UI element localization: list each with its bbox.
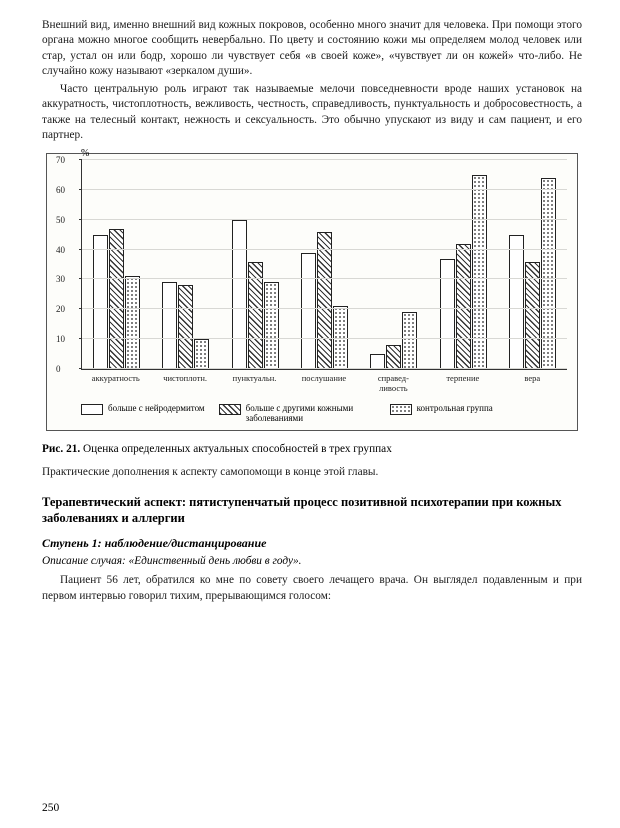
y-axis-title: %: [81, 148, 89, 159]
x-tick-label: терпение: [428, 370, 497, 393]
page: Внешний вид, именно внешний вид кожных п…: [0, 0, 620, 828]
legend-item: больше с другими кожными заболеваниями: [219, 403, 376, 424]
caption-text: Оценка определенных актуальных способнос…: [80, 443, 392, 455]
figure-caption: Рис. 21. Оценка определенных актуальных …: [42, 443, 582, 455]
legend-label: больше с нейродермитом: [108, 403, 205, 413]
legend-label: контрольная группа: [417, 403, 493, 413]
x-tick-label: справед-ливость: [359, 370, 428, 393]
bar: [178, 285, 193, 369]
x-tick-label: чистоплотн.: [150, 370, 219, 393]
bar: [456, 244, 471, 369]
bar: [541, 178, 556, 369]
bar: [194, 339, 209, 369]
bar-chart: % 010203040506070 аккуратностьчистоплотн…: [46, 153, 578, 431]
page-number: 250: [42, 802, 59, 814]
post-chart-text: Практические дополнения к аспекту самопо…: [42, 465, 582, 480]
y-tick-label: 20: [56, 304, 65, 314]
y-tick-label: 40: [56, 245, 65, 255]
bar: [109, 229, 124, 369]
bar: [125, 276, 140, 369]
case-description: Описание случая: «Единственный день любв…: [42, 555, 582, 567]
chart-plot-area: 010203040506070: [81, 160, 567, 370]
bar: [317, 232, 332, 369]
legend-swatch: [219, 404, 241, 415]
bar: [440, 259, 455, 369]
legend-swatch: [390, 404, 412, 415]
legend-item: контрольная группа: [390, 403, 493, 415]
paragraph-1: Внешний вид, именно внешний вид кожных п…: [42, 18, 582, 79]
legend-label: больше с другими кожными заболеваниями: [246, 403, 376, 424]
x-tick-label: вера: [498, 370, 567, 393]
y-tick-label: 50: [56, 215, 65, 225]
bar: [93, 235, 108, 369]
paragraph-2: Часто центральную роль играют так называ…: [42, 82, 582, 143]
y-tick-label: 10: [56, 334, 65, 344]
bar: [232, 220, 247, 369]
legend-swatch: [81, 404, 103, 415]
x-axis-labels: аккуратностьчистоплотн.пунктуальн.послуш…: [81, 370, 567, 393]
legend-item: больше с нейродермитом: [81, 403, 205, 415]
bar: [370, 354, 385, 369]
paragraph-3: Пациент 56 лет, обратился ко мне по сове…: [42, 573, 582, 604]
y-tick-label: 70: [56, 155, 65, 165]
x-tick-label: аккуратность: [81, 370, 150, 393]
bar: [386, 345, 401, 369]
bar: [509, 235, 524, 369]
caption-label: Рис. 21.: [42, 443, 80, 455]
sub-heading: Ступень 1: наблюдение/дистанцирование: [42, 536, 582, 551]
x-tick-label: послушание: [289, 370, 358, 393]
bar: [402, 312, 417, 369]
section-heading: Терапевтический аспект: пятиступенчатый …: [42, 494, 582, 527]
y-tick-label: 0: [56, 364, 61, 374]
bar: [264, 282, 279, 369]
bar: [301, 253, 316, 369]
y-tick-label: 30: [56, 274, 65, 284]
x-tick-label: пунктуальн.: [220, 370, 289, 393]
y-tick-label: 60: [56, 185, 65, 195]
bar: [162, 282, 177, 369]
chart-legend: больше с нейродермитом больше с другими к…: [81, 403, 571, 424]
bar: [472, 175, 487, 369]
